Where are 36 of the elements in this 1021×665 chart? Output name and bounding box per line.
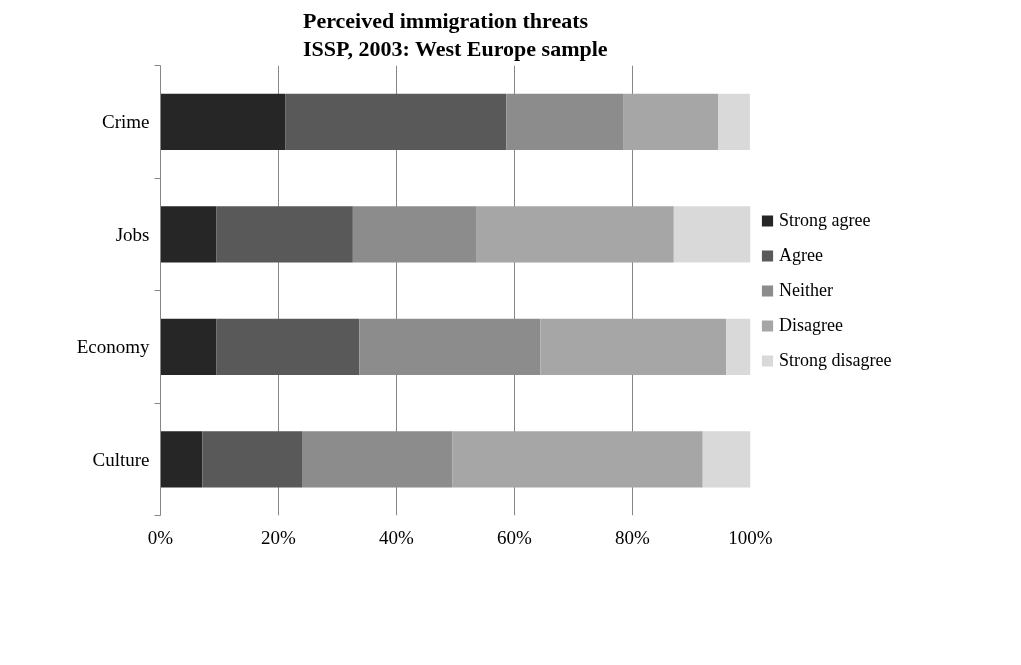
bar bbox=[352, 206, 477, 263]
legend-label: Neither bbox=[779, 279, 833, 301]
bar bbox=[302, 431, 453, 488]
x-tick-label: 40% bbox=[379, 526, 415, 548]
bar bbox=[540, 318, 727, 375]
bar bbox=[476, 206, 674, 263]
bar bbox=[216, 206, 353, 263]
bar bbox=[452, 431, 703, 488]
bar bbox=[718, 93, 750, 150]
bar bbox=[702, 431, 751, 488]
x-tick-label: 80% bbox=[615, 526, 651, 548]
bar bbox=[160, 93, 286, 150]
x-tick-label: 20% bbox=[261, 526, 297, 548]
bar bbox=[506, 93, 624, 150]
legend-label: Agree bbox=[779, 244, 823, 266]
bar bbox=[202, 431, 303, 488]
bar bbox=[623, 93, 719, 150]
legend-label: Disagree bbox=[779, 314, 843, 336]
y-tick-label: Crime bbox=[102, 111, 150, 133]
bar bbox=[673, 206, 751, 263]
x-tick-label: 0% bbox=[147, 526, 174, 548]
bar bbox=[160, 206, 217, 263]
legend-label: Strong disagree bbox=[779, 349, 892, 371]
x-tick-label: 60% bbox=[497, 526, 533, 548]
bar bbox=[160, 431, 203, 488]
bar bbox=[359, 318, 541, 375]
bar bbox=[726, 318, 751, 375]
x-tick-label: 100% bbox=[728, 526, 773, 548]
y-tick-label: Economy bbox=[76, 336, 150, 358]
chart-title: Perceived immigration threats ISSP, 2003: West Europe sample bbox=[303, 8, 608, 61]
bar bbox=[285, 93, 507, 150]
y-tick-label: Jobs bbox=[115, 223, 150, 245]
legend-label: Strong agree bbox=[779, 209, 871, 231]
bar bbox=[160, 318, 217, 375]
bar bbox=[216, 318, 360, 375]
y-tick-label: Culture bbox=[92, 448, 150, 470]
